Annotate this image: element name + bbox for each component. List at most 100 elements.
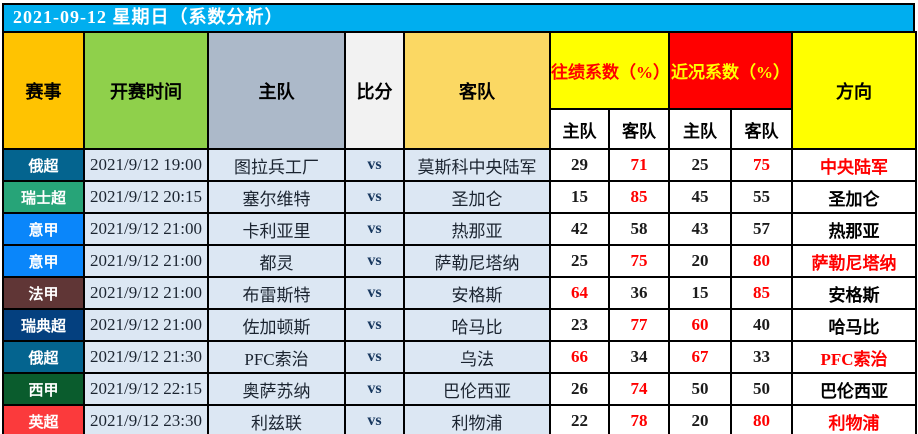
away-team: 利物浦	[403, 404, 551, 434]
past-home-coeff: 42	[549, 212, 610, 246]
vs-label: vs	[344, 340, 405, 374]
past-home-coeff: 26	[549, 372, 610, 406]
home-team: 佐加顿斯	[207, 308, 346, 342]
vs-label: vs	[344, 244, 405, 278]
header-row-sub: 主队 客队 主队 客队	[3, 108, 916, 150]
vs-label: vs	[344, 180, 405, 214]
col-header-home: 主队	[207, 31, 346, 150]
recent-home-coeff: 20	[668, 404, 732, 434]
table-row: 意甲 2021/9/12 21:00 卡利亚里 vs 热那亚 42 58 43 …	[2, 212, 917, 246]
past-home-coeff: 23	[549, 308, 610, 342]
recent-home-coeff: 45	[668, 180, 732, 214]
kickoff-time: 2021/9/12 23:30	[83, 404, 209, 434]
direction-pick: 哈马比	[791, 308, 917, 342]
page-title: 2021-09-12 星期日（系数分析）	[2, 3, 915, 31]
recent-away-coeff: 57	[730, 212, 793, 246]
past-away-coeff: 74	[608, 372, 670, 406]
recent-away-coeff: 40	[730, 308, 793, 342]
direction-pick: 巴伦西亚	[791, 372, 917, 406]
past-away-coeff: 34	[608, 340, 670, 374]
past-away-coeff: 78	[608, 404, 670, 434]
recent-away-coeff: 50	[730, 372, 793, 406]
direction-pick: 中央陆军	[791, 148, 917, 182]
coefficient-table: 赛事 开赛时间 主队 比分 客队 往绩系数（%） 近况系数（%） 方向 主队 客…	[2, 31, 917, 434]
home-team: 利兹联	[207, 404, 346, 434]
recent-home-coeff: 50	[668, 372, 732, 406]
away-team: 安格斯	[403, 276, 551, 310]
direction-pick: 萨勒尼塔纳	[791, 244, 917, 278]
kickoff-time: 2021/9/12 20:15	[83, 180, 209, 214]
league-badge: 意甲	[2, 244, 85, 278]
past-away-coeff: 36	[608, 276, 670, 310]
league-badge: 英超	[2, 404, 85, 434]
away-team: 巴伦西亚	[403, 372, 551, 406]
vs-label: vs	[344, 372, 405, 406]
table-row: 法甲 2021/9/12 21:00 布雷斯特 vs 安格斯 64 36 15 …	[2, 276, 917, 310]
vs-label: vs	[344, 148, 405, 182]
league-badge: 西甲	[2, 372, 85, 406]
past-away-coeff: 75	[608, 244, 670, 278]
table-row: 瑞典超 2021/9/12 21:00 佐加顿斯 vs 哈马比 23 77 60…	[2, 308, 917, 342]
col-header-league: 赛事	[2, 31, 85, 150]
home-team: 图拉兵工厂	[207, 148, 346, 182]
vs-label: vs	[344, 276, 405, 310]
home-team: 都灵	[207, 244, 346, 278]
kickoff-time: 2021/9/12 21:00	[83, 308, 209, 342]
table-row: 俄超 2021/9/12 19:00 图拉兵工厂 vs 莫斯科中央陆军 29 7…	[2, 148, 917, 182]
past-home-coeff: 64	[549, 276, 610, 310]
away-team: 乌法	[403, 340, 551, 374]
home-team: PFC索治	[207, 340, 346, 374]
direction-pick: 利物浦	[791, 404, 917, 434]
recent-away-coeff: 55	[730, 180, 793, 214]
direction-pick: 热那亚	[791, 212, 917, 246]
vs-label: vs	[344, 308, 405, 342]
table-row: 瑞士超 2021/9/12 20:15 塞尔维特 vs 圣加仑 15 85 45…	[2, 180, 917, 214]
recent-home-coeff: 60	[668, 308, 732, 342]
league-badge: 瑞典超	[2, 308, 85, 342]
kickoff-time: 2021/9/12 21:00	[83, 212, 209, 246]
past-home-coeff: 25	[549, 244, 610, 278]
vs-label: vs	[344, 404, 405, 434]
recent-home-coeff: 67	[668, 340, 732, 374]
past-away-coeff: 71	[608, 148, 670, 182]
away-team: 哈马比	[403, 308, 551, 342]
subheader-past-home: 主队	[549, 108, 610, 150]
away-team: 莫斯科中央陆军	[403, 148, 551, 182]
away-team: 萨勒尼塔纳	[403, 244, 551, 278]
kickoff-time: 2021/9/12 19:00	[83, 148, 209, 182]
recent-away-coeff: 80	[730, 404, 793, 434]
home-team: 奥萨苏纳	[207, 372, 346, 406]
kickoff-time: 2021/9/12 21:00	[83, 244, 209, 278]
vs-label: vs	[344, 212, 405, 246]
direction-pick: 安格斯	[791, 276, 917, 310]
table-row: 西甲 2021/9/12 22:15 奥萨苏纳 vs 巴伦西亚 26 74 50…	[2, 372, 917, 406]
recent-home-coeff: 15	[668, 276, 732, 310]
away-team: 圣加仑	[403, 180, 551, 214]
league-badge: 意甲	[2, 212, 85, 246]
away-team: 热那亚	[403, 212, 551, 246]
recent-home-coeff: 43	[668, 212, 732, 246]
direction-pick: 圣加仑	[791, 180, 917, 214]
past-away-coeff: 77	[608, 308, 670, 342]
col-header-recent-coeff-group: 近况系数（%）	[668, 31, 793, 110]
direction-pick: PFC索治	[791, 340, 917, 374]
table-row: 英超 2021/9/12 23:30 利兹联 vs 利物浦 22 78 20 8…	[2, 404, 917, 434]
kickoff-time: 2021/9/12 21:00	[83, 276, 209, 310]
header-row-main: 赛事 开赛时间 主队 比分 客队 往绩系数（%） 近况系数（%） 方向	[2, 31, 917, 150]
home-team: 塞尔维特	[207, 180, 346, 214]
past-home-coeff: 29	[549, 148, 610, 182]
home-team: 卡利亚里	[207, 212, 346, 246]
past-away-coeff: 85	[608, 180, 670, 214]
past-home-coeff: 15	[549, 180, 610, 214]
kickoff-time: 2021/9/12 22:15	[83, 372, 209, 406]
col-header-direction: 方向	[791, 31, 917, 150]
past-home-coeff: 22	[549, 404, 610, 434]
subheader-past-away: 客队	[608, 108, 670, 150]
col-header-score: 比分	[344, 31, 405, 150]
table-row: 俄超 2021/9/12 21:30 PFC索治 vs 乌法 66 34 67 …	[2, 340, 917, 374]
recent-away-coeff: 80	[730, 244, 793, 278]
table-row: 意甲 2021/9/12 21:00 都灵 vs 萨勒尼塔纳 25 75 20 …	[2, 244, 917, 278]
recent-away-coeff: 75	[730, 148, 793, 182]
kickoff-time: 2021/9/12 21:30	[83, 340, 209, 374]
